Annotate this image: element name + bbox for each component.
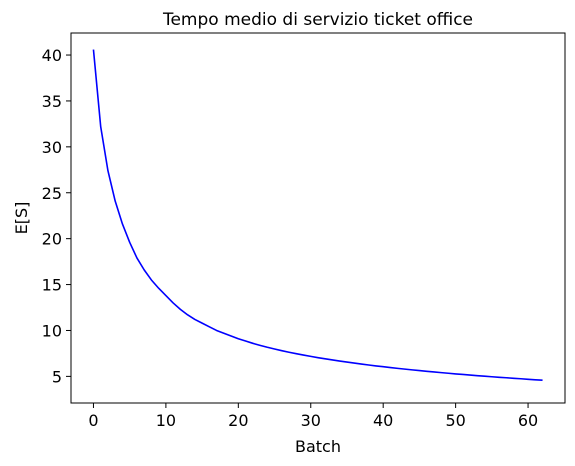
y-axis-title: E[S] (12, 202, 31, 235)
x-tick-label: 40 (373, 411, 393, 430)
y-tick-label: 30 (42, 138, 62, 157)
x-tick-label: 0 (88, 411, 98, 430)
y-tick-label: 10 (42, 321, 62, 340)
series-line (92, 49, 543, 382)
y-tick-label: 40 (42, 46, 62, 65)
x-tick-label: 30 (301, 411, 321, 430)
series-layer (92, 49, 543, 382)
x-tick-label: 20 (228, 411, 248, 430)
y-tick-label: 15 (42, 276, 62, 295)
x-tick-label: 50 (445, 411, 465, 430)
y-tick-label: 35 (42, 92, 62, 111)
x-tick-label: 10 (156, 411, 176, 430)
plot-frame (70, 32, 566, 404)
x-tick-label: 60 (518, 411, 538, 430)
plot-area: 0 10 20 30 40 50 60 5 10 15 20 25 30 35 40 (42, 32, 566, 430)
x-axis-ticks: 0 10 20 30 40 50 60 (88, 403, 538, 430)
y-tick-label: 20 (42, 230, 62, 249)
x-axis-title: Batch (295, 437, 341, 456)
y-tick-label: 25 (42, 184, 62, 203)
y-axis-ticks: 5 10 15 20 25 30 35 40 (42, 46, 71, 386)
y-tick-label: 5 (52, 367, 62, 386)
chart-title: Tempo medio di servizio ticket office (162, 10, 473, 30)
